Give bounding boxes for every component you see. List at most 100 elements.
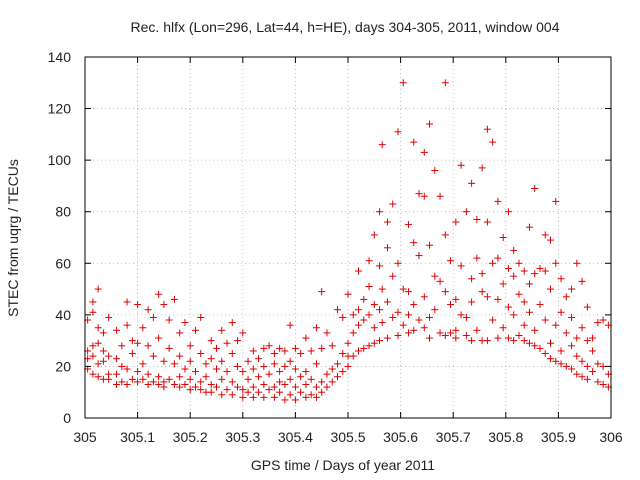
data-point [599,380,607,388]
data-point [452,334,460,342]
data-point [415,190,423,198]
data-point [191,326,199,334]
data-point [568,342,576,350]
x-tick-label: 305.8 [488,429,523,445]
data-point [426,313,434,321]
data-point [441,288,449,296]
data-point [286,321,294,329]
data-point [376,208,384,216]
data-point [573,352,581,360]
data-point [244,388,252,396]
data-point [370,231,378,239]
data-point [541,231,549,239]
data-point [494,197,502,205]
data-point [426,241,434,249]
data-point [255,355,263,363]
data-point [360,316,368,324]
data-point [515,331,523,339]
data-point [370,301,378,309]
grid-lines [85,57,611,418]
data-point [244,357,252,365]
data-point [260,393,268,401]
data-point [365,311,373,319]
data-point [323,370,331,378]
data-point [128,337,136,345]
data-point [213,365,220,373]
data-point [436,277,444,285]
data-point [410,239,418,247]
data-point [128,350,136,358]
y-tick-label: 140 [48,49,72,65]
data-point [318,344,326,352]
data-point [355,347,363,355]
data-point [426,334,434,342]
data-point [99,329,107,337]
data-point [360,295,368,303]
data-point [160,357,168,365]
data-point [139,375,147,383]
data-point [312,324,320,332]
data-point [218,391,226,399]
data-point [552,197,560,205]
x-tick-label: 305.5 [330,429,365,445]
data-point [594,360,602,368]
data-point [510,246,518,254]
data-point [333,360,341,368]
data-point [404,329,412,337]
data-point [594,378,602,386]
data-point [568,285,576,293]
data-point [149,378,157,386]
data-point [541,316,549,324]
y-tick-labels: 0 20 40 60 80 100 120 140 [48,49,72,426]
data-point [139,360,147,368]
data-point [589,347,597,355]
data-point [504,208,512,216]
data-point [223,368,231,376]
data-point [447,301,455,309]
data-point [515,290,523,298]
x-axis-label: GPS time / Days of year 2011 [251,457,435,473]
data-point [228,319,236,327]
data-point [281,347,289,355]
data-point [302,368,310,376]
data-point [494,334,502,342]
data-point [520,337,528,345]
data-point [89,298,97,306]
y-tick-label: 40 [55,307,71,323]
data-point [404,311,412,319]
data-point [578,373,586,381]
data-point [344,362,352,370]
data-point [349,329,357,337]
data-point [276,388,284,396]
data-point [349,352,357,360]
data-point [552,321,560,329]
data-point [370,339,378,347]
data-point [139,324,147,332]
data-point [202,360,210,368]
data-point [286,391,294,399]
data-point [207,380,215,388]
data-point [94,360,102,368]
data-point [420,192,428,200]
data-point [525,280,533,288]
data-point [562,293,570,301]
data-point [318,388,326,396]
data-point [89,370,97,378]
data-point [105,352,113,360]
data-point [302,380,310,388]
x-tick-label: 306 [599,429,623,445]
data-point [312,360,320,368]
data-point [552,259,560,267]
data-point [286,375,294,383]
y-tick-label: 0 [63,410,71,426]
data-point [323,329,331,337]
data-point [383,334,391,342]
data-point [276,368,284,376]
data-point [328,342,336,350]
data-point [113,326,121,334]
data-point [478,164,486,172]
data-point [276,378,284,386]
data-point [441,331,449,339]
data-point [155,290,163,298]
